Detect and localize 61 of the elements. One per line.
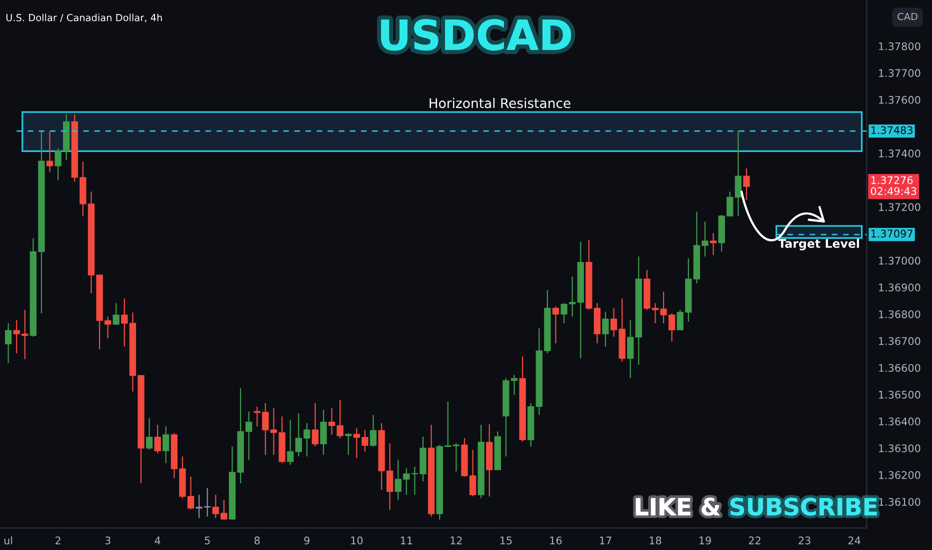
ref-line-label: 1.37483 xyxy=(871,126,912,134)
y-tick-label: 1.37200 xyxy=(879,203,920,212)
y-tick-label: 1.37600 xyxy=(879,96,920,104)
y-tick-label: 1.36100 xyxy=(879,498,920,506)
y-tick-label: 1.36800 xyxy=(879,310,920,318)
x-tick-label: 17 xyxy=(600,536,612,544)
candlestick xyxy=(743,168,750,200)
y-tick-label: 1.36400 xyxy=(879,418,920,426)
candlestick xyxy=(46,131,54,172)
x-tick-label: 12 xyxy=(450,536,462,544)
text: CAD xyxy=(898,12,918,20)
y-tick-label: 1.37700 xyxy=(879,69,920,78)
x-tick-label: 18 xyxy=(650,536,662,544)
candlestick xyxy=(154,424,161,454)
ref-line-label: 1.37097 xyxy=(871,230,912,238)
x-tick-label: 11 xyxy=(400,536,412,544)
x-tick-label: 2 xyxy=(56,536,60,544)
annotation: LIKE & xyxy=(636,498,720,516)
x-tick-label: ul xyxy=(4,536,12,544)
y-tick-label: 1.37800 xyxy=(879,42,920,50)
y-tick-label: 1.36300 xyxy=(879,444,920,452)
x-tick-label: 22 xyxy=(748,536,760,544)
candlestick xyxy=(552,306,560,344)
candlestick xyxy=(710,232,717,256)
y-tick-label: 1.36600 xyxy=(879,364,920,372)
candlestick xyxy=(112,302,120,326)
y-tick-label: 1.36900 xyxy=(879,284,920,292)
y-tick-label: 1.36700 xyxy=(879,337,920,346)
x-tick-label: 15 xyxy=(500,536,512,544)
annotation: SUBSCRIBE xyxy=(730,498,877,516)
y-tick-label: 1.36200 xyxy=(879,471,920,480)
band-label: Target Level xyxy=(778,238,859,250)
band-label: Horizontal Resistance xyxy=(430,98,570,108)
candlestick xyxy=(121,298,128,348)
chart-title: USDCAD xyxy=(381,19,572,51)
y-tick-label: 1.36500 xyxy=(879,390,920,399)
x-tick-label: 3 xyxy=(105,536,110,544)
x-tick-label: 16 xyxy=(550,536,562,544)
candlestick xyxy=(602,311,609,348)
y-tick-label: 1.37000 xyxy=(879,256,920,265)
candlestick xyxy=(312,402,319,448)
candlestick xyxy=(162,426,170,464)
x-tick-label: 4 xyxy=(154,536,160,544)
candlestick xyxy=(370,414,377,448)
x-tick-label: 8 xyxy=(254,536,260,544)
x-tick-label: 10 xyxy=(351,536,363,544)
x-tick-label: 24 xyxy=(848,536,860,544)
y-tick-label: 1.37400 xyxy=(879,150,920,158)
text: 1.37276 02:49:43 xyxy=(870,176,916,195)
candlestick xyxy=(286,419,294,466)
candlestick xyxy=(320,409,327,456)
x-tick-label: 19 xyxy=(700,536,711,544)
candlestick xyxy=(627,319,634,379)
candlestick xyxy=(452,442,460,472)
candlestick xyxy=(146,418,153,450)
x-tick-label: 9 xyxy=(304,536,310,544)
candlestick xyxy=(734,130,742,217)
text: U.S. Dollar / Canadian Dollar, 4h xyxy=(6,14,162,22)
candlestick xyxy=(4,322,12,364)
x-tick-label: 23 xyxy=(798,536,810,544)
x-tick-label: 5 xyxy=(204,536,210,544)
